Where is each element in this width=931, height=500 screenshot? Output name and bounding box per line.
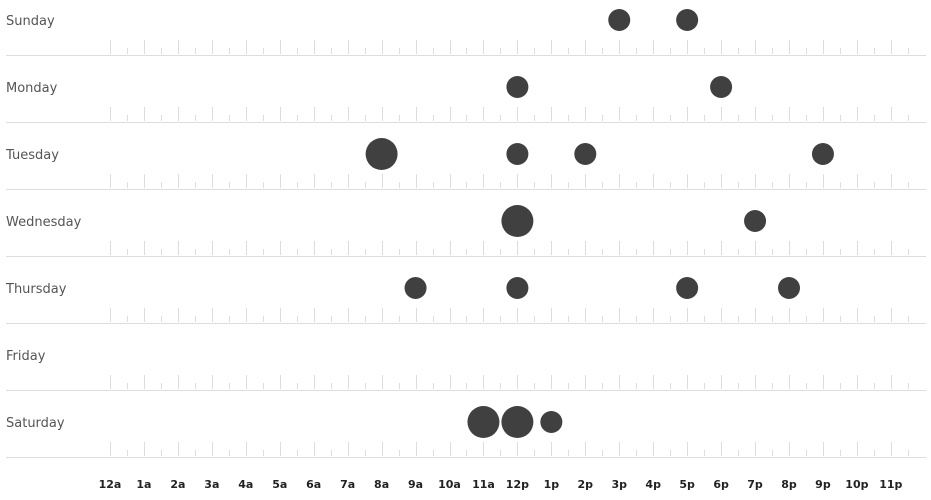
hour-label-5a: 5a <box>272 478 287 491</box>
punch-dot-saturday-12[interactable] <box>501 406 534 438</box>
hour-label-11p: 11p <box>879 478 902 491</box>
hour-label-10a: 10a <box>438 478 461 491</box>
punch-dot-thursday-9[interactable] <box>404 277 427 299</box>
day-label-friday: Friday <box>6 349 46 364</box>
punch-dot-thursday-20[interactable] <box>778 277 800 299</box>
hour-label-2p: 2p <box>578 478 594 491</box>
punch-dot-monday-12[interactable] <box>506 76 529 98</box>
hour-label-11a: 11a <box>472 478 495 491</box>
hour-label-8p: 8p <box>781 478 797 491</box>
punch-dot-tuesday-8[interactable] <box>365 138 398 170</box>
hour-label-3p: 3p <box>611 478 627 491</box>
hour-label-10p: 10p <box>845 478 868 491</box>
day-label-wednesday: Wednesday <box>6 215 82 230</box>
day-label-tuesday: Tuesday <box>5 148 59 163</box>
punch-dot-thursday-17[interactable] <box>676 277 699 299</box>
day-label-saturday: Saturday <box>6 416 65 431</box>
day-label-monday: Monday <box>6 81 58 96</box>
punch-dot-wednesday-19[interactable] <box>744 210 767 232</box>
punch-dot-tuesday-14[interactable] <box>574 143 597 165</box>
day-label-thursday: Thursday <box>5 282 67 297</box>
punch-dot-saturday-11[interactable] <box>467 406 500 438</box>
hour-label-3a: 3a <box>204 478 219 491</box>
hour-label-9a: 9a <box>408 478 423 491</box>
hour-label-7p: 7p <box>747 478 763 491</box>
hour-label-1a: 1a <box>136 478 151 491</box>
punch-dot-saturday-13[interactable] <box>540 411 563 433</box>
hour-label-12p: 12p <box>506 478 529 491</box>
hour-label-4a: 4a <box>238 478 253 491</box>
hour-label-2a: 2a <box>170 478 185 491</box>
hour-label-6a: 6a <box>306 478 321 491</box>
punch-dot-thursday-12[interactable] <box>506 277 529 299</box>
hour-label-1p: 1p <box>544 478 560 491</box>
hour-label-7a: 7a <box>340 478 355 491</box>
hour-label-9p: 9p <box>815 478 831 491</box>
hour-label-5p: 5p <box>679 478 695 491</box>
day-label-sunday: Sunday <box>6 14 55 29</box>
punch-dot-tuesday-12[interactable] <box>506 143 529 165</box>
punch-dot-wednesday-12[interactable] <box>501 205 534 237</box>
punch-dot-monday-18[interactable] <box>710 76 733 98</box>
punch-dot-sunday-17[interactable] <box>676 9 699 31</box>
hour-label-6p: 6p <box>713 478 729 491</box>
hour-label-8a: 8a <box>374 478 389 491</box>
hour-label-12a: 12a <box>99 478 122 491</box>
hour-label-4p: 4p <box>645 478 661 491</box>
punch-dot-sunday-15[interactable] <box>608 9 631 31</box>
punch-dot-tuesday-21[interactable] <box>811 143 834 165</box>
